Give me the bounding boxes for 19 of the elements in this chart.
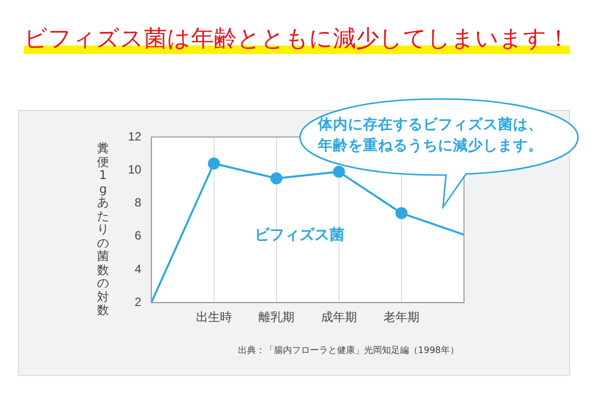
x-tick-label: 離乳期 bbox=[258, 310, 294, 324]
y-tick-label: 12 bbox=[128, 129, 142, 144]
point bbox=[208, 157, 220, 170]
x-tick-label: 老年期 bbox=[383, 310, 420, 324]
point bbox=[270, 172, 282, 184]
y-tick-label: 4 bbox=[134, 262, 142, 276]
x-tick-label: 出生時 bbox=[196, 310, 232, 324]
x-tick-label: 成年期 bbox=[320, 310, 357, 324]
chart-title: ビフィズス菌は年齢とともに減少してしまいます！ bbox=[24, 24, 570, 54]
annotation: 体内に存在するビフィズス菌は、年齢を重ねるうちに減少します。 bbox=[318, 116, 544, 156]
text: 糞便1gあたりの菌数の対数 bbox=[97, 141, 109, 317]
text: ビフィズス菌 bbox=[254, 226, 345, 244]
point bbox=[332, 166, 345, 178]
y-tick-label: 6 bbox=[134, 228, 142, 243]
source-note: 出典：「腸内フローラと健康」光岡知足編（1998年） bbox=[238, 344, 459, 357]
point bbox=[395, 207, 408, 220]
y-tick-label: 10 bbox=[128, 162, 142, 176]
y-tick-label: 2 bbox=[134, 294, 142, 309]
y-tick-label: 8 bbox=[134, 196, 142, 210]
